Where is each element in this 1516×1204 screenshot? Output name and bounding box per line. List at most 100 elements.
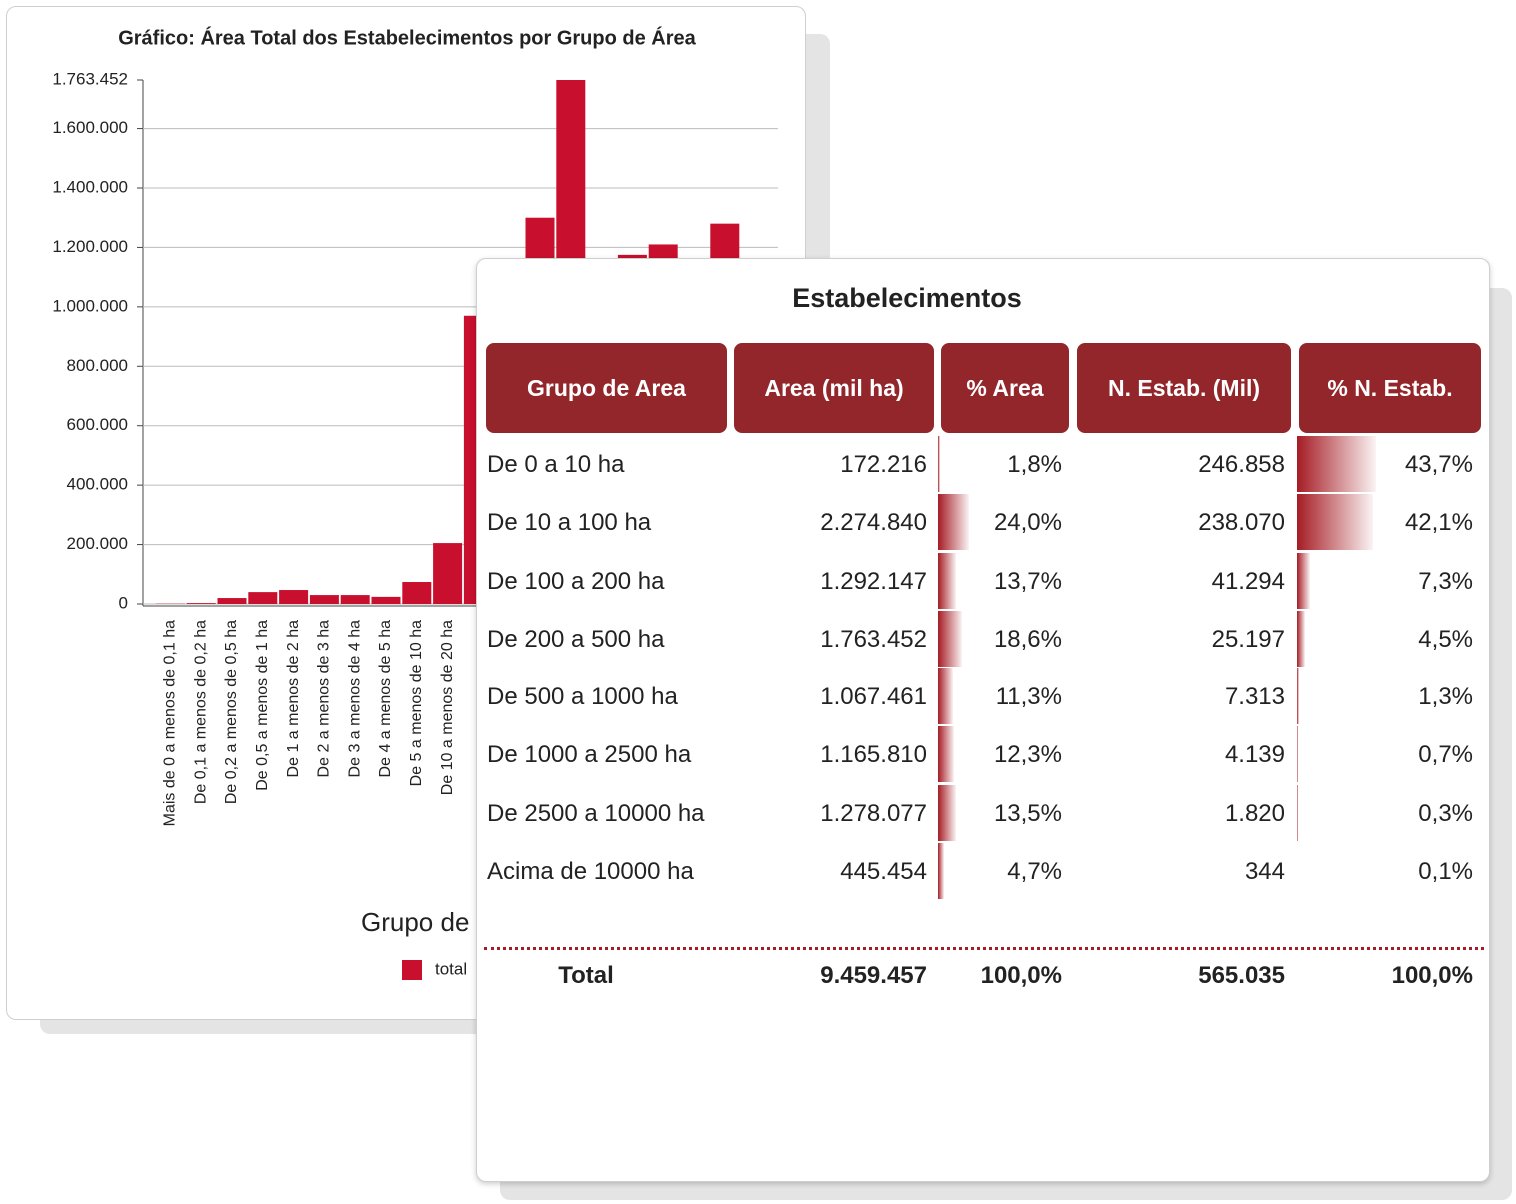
cell-pct-n-estab: 0,1% [1418,858,1473,885]
cell-group: De 10 a 100 ha [487,509,652,536]
cell-pct-n-estab: 0,3% [1418,800,1473,827]
x-tick-label: Mais de 0 a menos de 0,1 ha [162,620,179,826]
total-pct-area: 100,0% [980,962,1062,989]
column-header: % Area [941,343,1069,433]
cell-area: 1.278.077 [820,800,927,827]
total-divider [484,947,1484,950]
y-tick-label: 1.000.000 [52,296,128,315]
percent-bar [938,843,945,899]
y-tick-label: 200.000 [67,534,128,553]
legend-label: total [435,959,467,978]
cell-group: De 1000 a 2500 ha [487,741,692,768]
cell-pct-n-estab: 4,5% [1418,626,1473,653]
cell-area: 1.067.461 [820,683,927,710]
cell-group: De 200 a 500 ha [487,626,665,653]
percent-bar [1297,611,1306,667]
cell-pct-area: 13,5% [993,800,1062,827]
x-tick-label: De 0,1 a menos de 0,2 ha [192,620,209,804]
bar [309,595,339,604]
cell-group: De 100 a 200 ha [487,568,665,595]
cell-group: De 2500 a 10000 ha [487,800,705,827]
cell-group: De 500 a 1000 ha [487,683,678,710]
bar [217,598,247,604]
cell-area: 172.216 [840,451,927,478]
column-header: Grupo de Area [486,343,727,433]
cell-pct-area: 18,6% [993,626,1062,653]
percent-bar [938,611,963,667]
x-tick-label: De 1 a menos de 2 ha [285,620,302,778]
bar [402,582,432,604]
total-area: 9.459.457 [820,962,927,989]
cell-pct-area: 13,7% [993,568,1062,595]
cell-area: 2.274.840 [820,509,927,536]
cell-n-estab: 7.313 [1224,683,1285,710]
percent-bar [938,668,953,724]
cell-pct-n-estab: 1,3% [1418,683,1473,710]
percent-bar [938,785,956,841]
percent-bar [938,436,941,492]
percent-bar [1297,785,1298,841]
percent-bar [1297,494,1374,550]
bar [340,595,370,604]
legend-swatch [402,960,422,980]
cell-group: De 0 a 10 ha [487,451,625,478]
cell-area: 1.292.147 [820,568,927,595]
y-tick-label: 1.763.452 [52,69,128,88]
total-label: Total [558,962,614,989]
percent-bar [938,553,956,609]
y-tick-label: 600.000 [67,415,128,434]
cell-pct-n-estab: 42,1% [1404,509,1473,536]
x-tick-label: De 5 a menos de 10 ha [408,620,425,786]
percent-bar [1297,726,1299,782]
cell-n-estab: 246.858 [1198,451,1285,478]
cell-n-estab: 238.070 [1198,509,1285,536]
x-tick-label: De 4 a menos de 5 ha [377,620,394,778]
y-tick-label: 0 [119,593,128,612]
cell-pct-area: 24,0% [993,509,1062,536]
chart-title: Gráfico: Área Total dos Estabelecimentos… [118,26,696,49]
percent-bar [938,494,970,550]
x-tick-label: De 2 a menos de 3 ha [316,620,333,778]
cell-area: 1.763.452 [820,626,927,653]
cell-area: 445.454 [840,858,927,885]
column-header: % N. Estab. [1299,343,1481,433]
y-tick-label: 800.000 [67,356,128,375]
table-title: Estabelecimentos [792,283,1022,313]
y-tick-label: 1.400.000 [52,177,128,196]
bar [433,543,463,604]
x-tick-label: De 0,2 a menos de 0,5 ha [223,620,240,804]
percent-bar [1297,668,1300,724]
percent-bar [938,726,955,782]
cell-n-estab: 1.820 [1224,800,1285,827]
y-tick-label: 400.000 [67,475,128,494]
cell-n-estab: 25.197 [1211,626,1285,653]
bar [371,596,401,604]
y-tick-label: 1.200.000 [52,237,128,256]
x-tick-label: De 10 a menos de 20 ha [439,620,456,795]
cell-n-estab: 4.139 [1224,741,1285,768]
cell-pct-area: 1,8% [1007,451,1062,478]
cell-n-estab: 344 [1244,858,1285,885]
bar [186,603,216,604]
cell-pct-n-estab: 0,7% [1418,741,1473,768]
cell-pct-area: 4,7% [1007,858,1062,885]
y-tick-label: 1.600.000 [52,118,128,137]
x-tick-label: De 3 a menos de 4 ha [346,620,363,778]
x-tick-label: De 0,5 a menos de 1 ha [254,620,271,791]
cell-pct-n-estab: 43,7% [1404,451,1473,478]
cell-pct-area: 11,3% [995,683,1062,710]
cell-pct-n-estab: 7,3% [1418,568,1473,595]
total-pct-n-estab: 100,0% [1391,962,1473,989]
column-header: Area (mil ha) [734,343,934,433]
cell-pct-area: 12,3% [993,741,1062,768]
percent-bar [1297,553,1311,609]
percent-bar [1297,436,1377,492]
cell-group: Acima de 10000 ha [487,858,694,885]
total-n-estab: 565.035 [1198,962,1285,989]
column-header: N. Estab. (Mil) [1077,343,1291,433]
bar [248,592,278,604]
cell-n-estab: 41.294 [1211,568,1285,595]
bar [279,590,309,604]
table-card: Estabelecimentos Grupo de Area Area (mil … [476,258,1490,1182]
